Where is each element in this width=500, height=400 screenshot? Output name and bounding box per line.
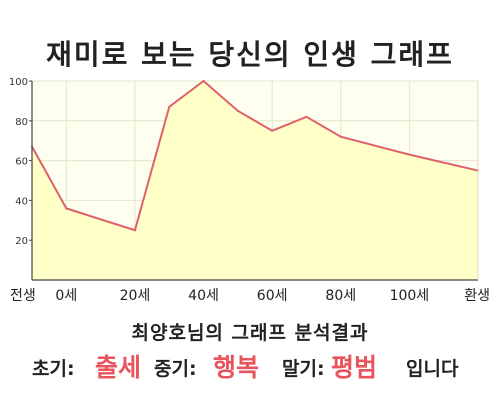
late-value: 평범 (331, 353, 378, 382)
data-point-4 (202, 80, 205, 82)
data-point-6 (271, 129, 274, 132)
x-tick-label-3: 40세 (188, 288, 219, 304)
middle-label: 중기: (154, 358, 197, 380)
y-tick-label-1: 40 (15, 196, 28, 207)
x-tick-labels: 전생 0세 20세 40세 60세 80세 100세 환생 (10, 288, 490, 304)
page-title: 재미로 보는 당신의 인생 그래프 (46, 38, 454, 71)
y-tick-label-3: 80 (15, 117, 28, 128)
data-point-8 (339, 135, 342, 138)
result-heading: 최양호님의 그래프 분석결과 (131, 322, 369, 344)
data-point-7 (305, 115, 308, 118)
data-point-5 (236, 109, 239, 112)
result-summary: 초기: 출세 중기: 행복 말기: 평범 입니다 (0, 345, 500, 385)
middle-value: 행복 (213, 353, 260, 382)
x-tick-label-5: 80세 (325, 288, 356, 304)
late-label: 말기: (282, 358, 325, 380)
area-fill (32, 81, 478, 280)
x-tick-label-7: 환생 (464, 288, 490, 304)
early-value: 출세 (95, 353, 142, 382)
x-tick-label-6: 100세 (390, 288, 430, 304)
closing-text: 입니다 (406, 358, 459, 380)
data-point-1 (65, 207, 68, 210)
data-point-9 (408, 153, 411, 156)
x-tick-label-1: 0세 (55, 288, 77, 304)
early-label: 초기: (32, 358, 75, 380)
y-tick-label-4: 100 (9, 77, 28, 88)
y-tick-labels: 20 40 60 80 100 (9, 77, 32, 247)
y-tick-label-2: 60 (15, 157, 28, 168)
x-tick-label-4: 60세 (257, 288, 288, 304)
data-point-3 (168, 105, 171, 108)
y-tick-label-0: 20 (15, 236, 28, 247)
x-tick-label-2: 20세 (120, 288, 151, 304)
data-point-2 (133, 229, 136, 232)
x-tick-label-0: 전생 (10, 288, 36, 304)
